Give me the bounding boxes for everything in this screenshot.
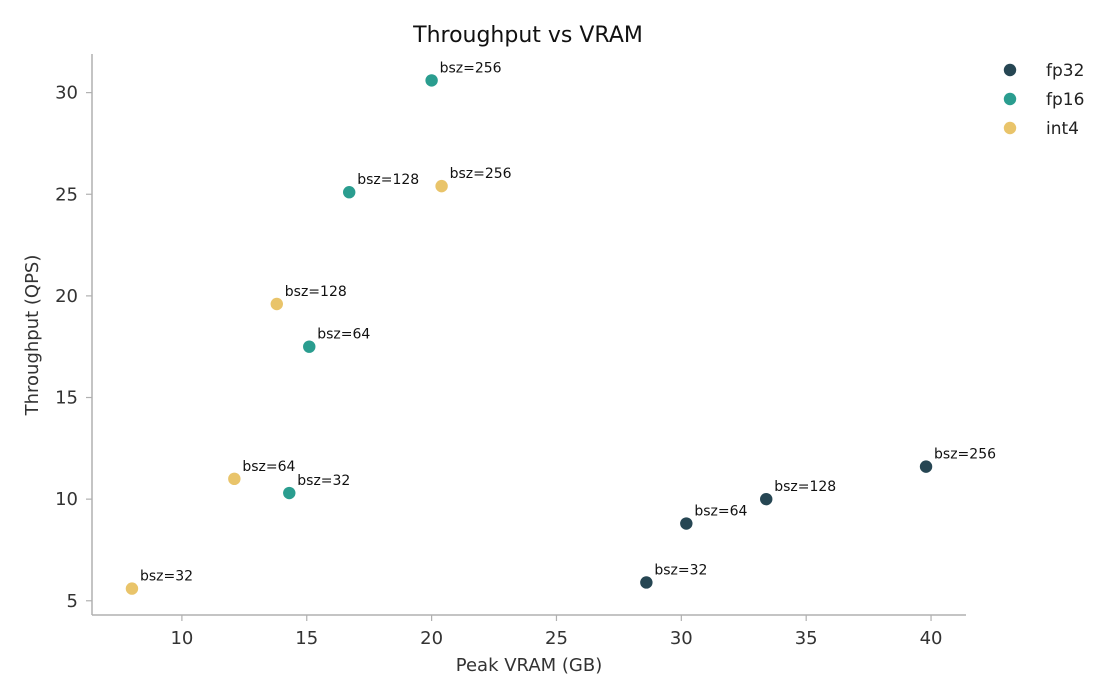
x-axis-label: Peak VRAM (GB)	[456, 655, 602, 676]
legend: fp32 fp16 int4	[1003, 61, 1084, 139]
y-tick-label: 20	[55, 286, 78, 307]
data-label: bsz=64	[694, 504, 747, 520]
legend-marker-int4	[1003, 121, 1017, 135]
data-label: bsz=64	[317, 327, 370, 343]
data-point-int4	[125, 582, 139, 595]
legend-marker-fp32	[1003, 63, 1017, 77]
data-label: bsz=128	[285, 284, 347, 300]
chart-title: Throughput vs VRAM	[412, 23, 643, 48]
data-point-fp32	[640, 576, 653, 589]
data-label: bsz=256	[450, 166, 512, 182]
data-label: bsz=128	[774, 479, 836, 495]
data-point-fp16	[425, 74, 438, 87]
data-point-fp16	[283, 486, 296, 500]
data-point-int4	[270, 297, 283, 311]
data-label: bsz=256	[934, 447, 996, 463]
data-point-fp16	[303, 340, 316, 353]
y-tick-label: 30	[55, 83, 78, 104]
data-label: bsz=32	[140, 569, 193, 585]
legend-label: int4	[1046, 119, 1079, 139]
x-tick-label: 15	[295, 628, 318, 649]
data-label: bsz=32	[297, 473, 350, 489]
x-tick-label: 35	[795, 628, 818, 649]
y-tick-label: 25	[55, 184, 78, 205]
data-label: bsz=256	[440, 60, 502, 76]
data-point-fp32	[680, 517, 693, 530]
data-label: bsz=64	[242, 459, 295, 475]
data-labels: bsz=32bsz=64bsz=128bsz=256bsz=32bsz=64bs…	[140, 60, 996, 584]
axes	[91, 54, 966, 616]
x-ticks: 10 15 20 25 30 35 40	[170, 615, 942, 649]
data-label: bsz=128	[357, 172, 419, 188]
y-axis-label: Throughput (QPS)	[22, 255, 43, 417]
data-point-int4	[435, 179, 448, 193]
y-tick-label: 15	[55, 388, 78, 409]
data-point-fp32	[760, 492, 773, 506]
data-label: bsz=32	[654, 562, 707, 578]
data-points	[125, 74, 933, 595]
data-point-int4	[228, 472, 241, 486]
x-tick-label: 30	[670, 628, 693, 649]
data-point-fp16	[343, 186, 356, 199]
y-ticks: 5 10 15 20 25 30	[55, 83, 92, 612]
x-tick-label: 25	[545, 628, 568, 649]
y-tick-label: 5	[67, 591, 78, 612]
data-point-fp32	[919, 460, 933, 473]
x-tick-label: 10	[170, 628, 193, 649]
x-tick-label: 40	[920, 628, 943, 649]
legend-label: fp32	[1046, 61, 1084, 81]
legend-label: fp16	[1046, 90, 1084, 110]
legend-marker-fp16	[1003, 92, 1017, 106]
y-tick-label: 10	[55, 489, 78, 510]
x-tick-label: 20	[420, 628, 443, 649]
